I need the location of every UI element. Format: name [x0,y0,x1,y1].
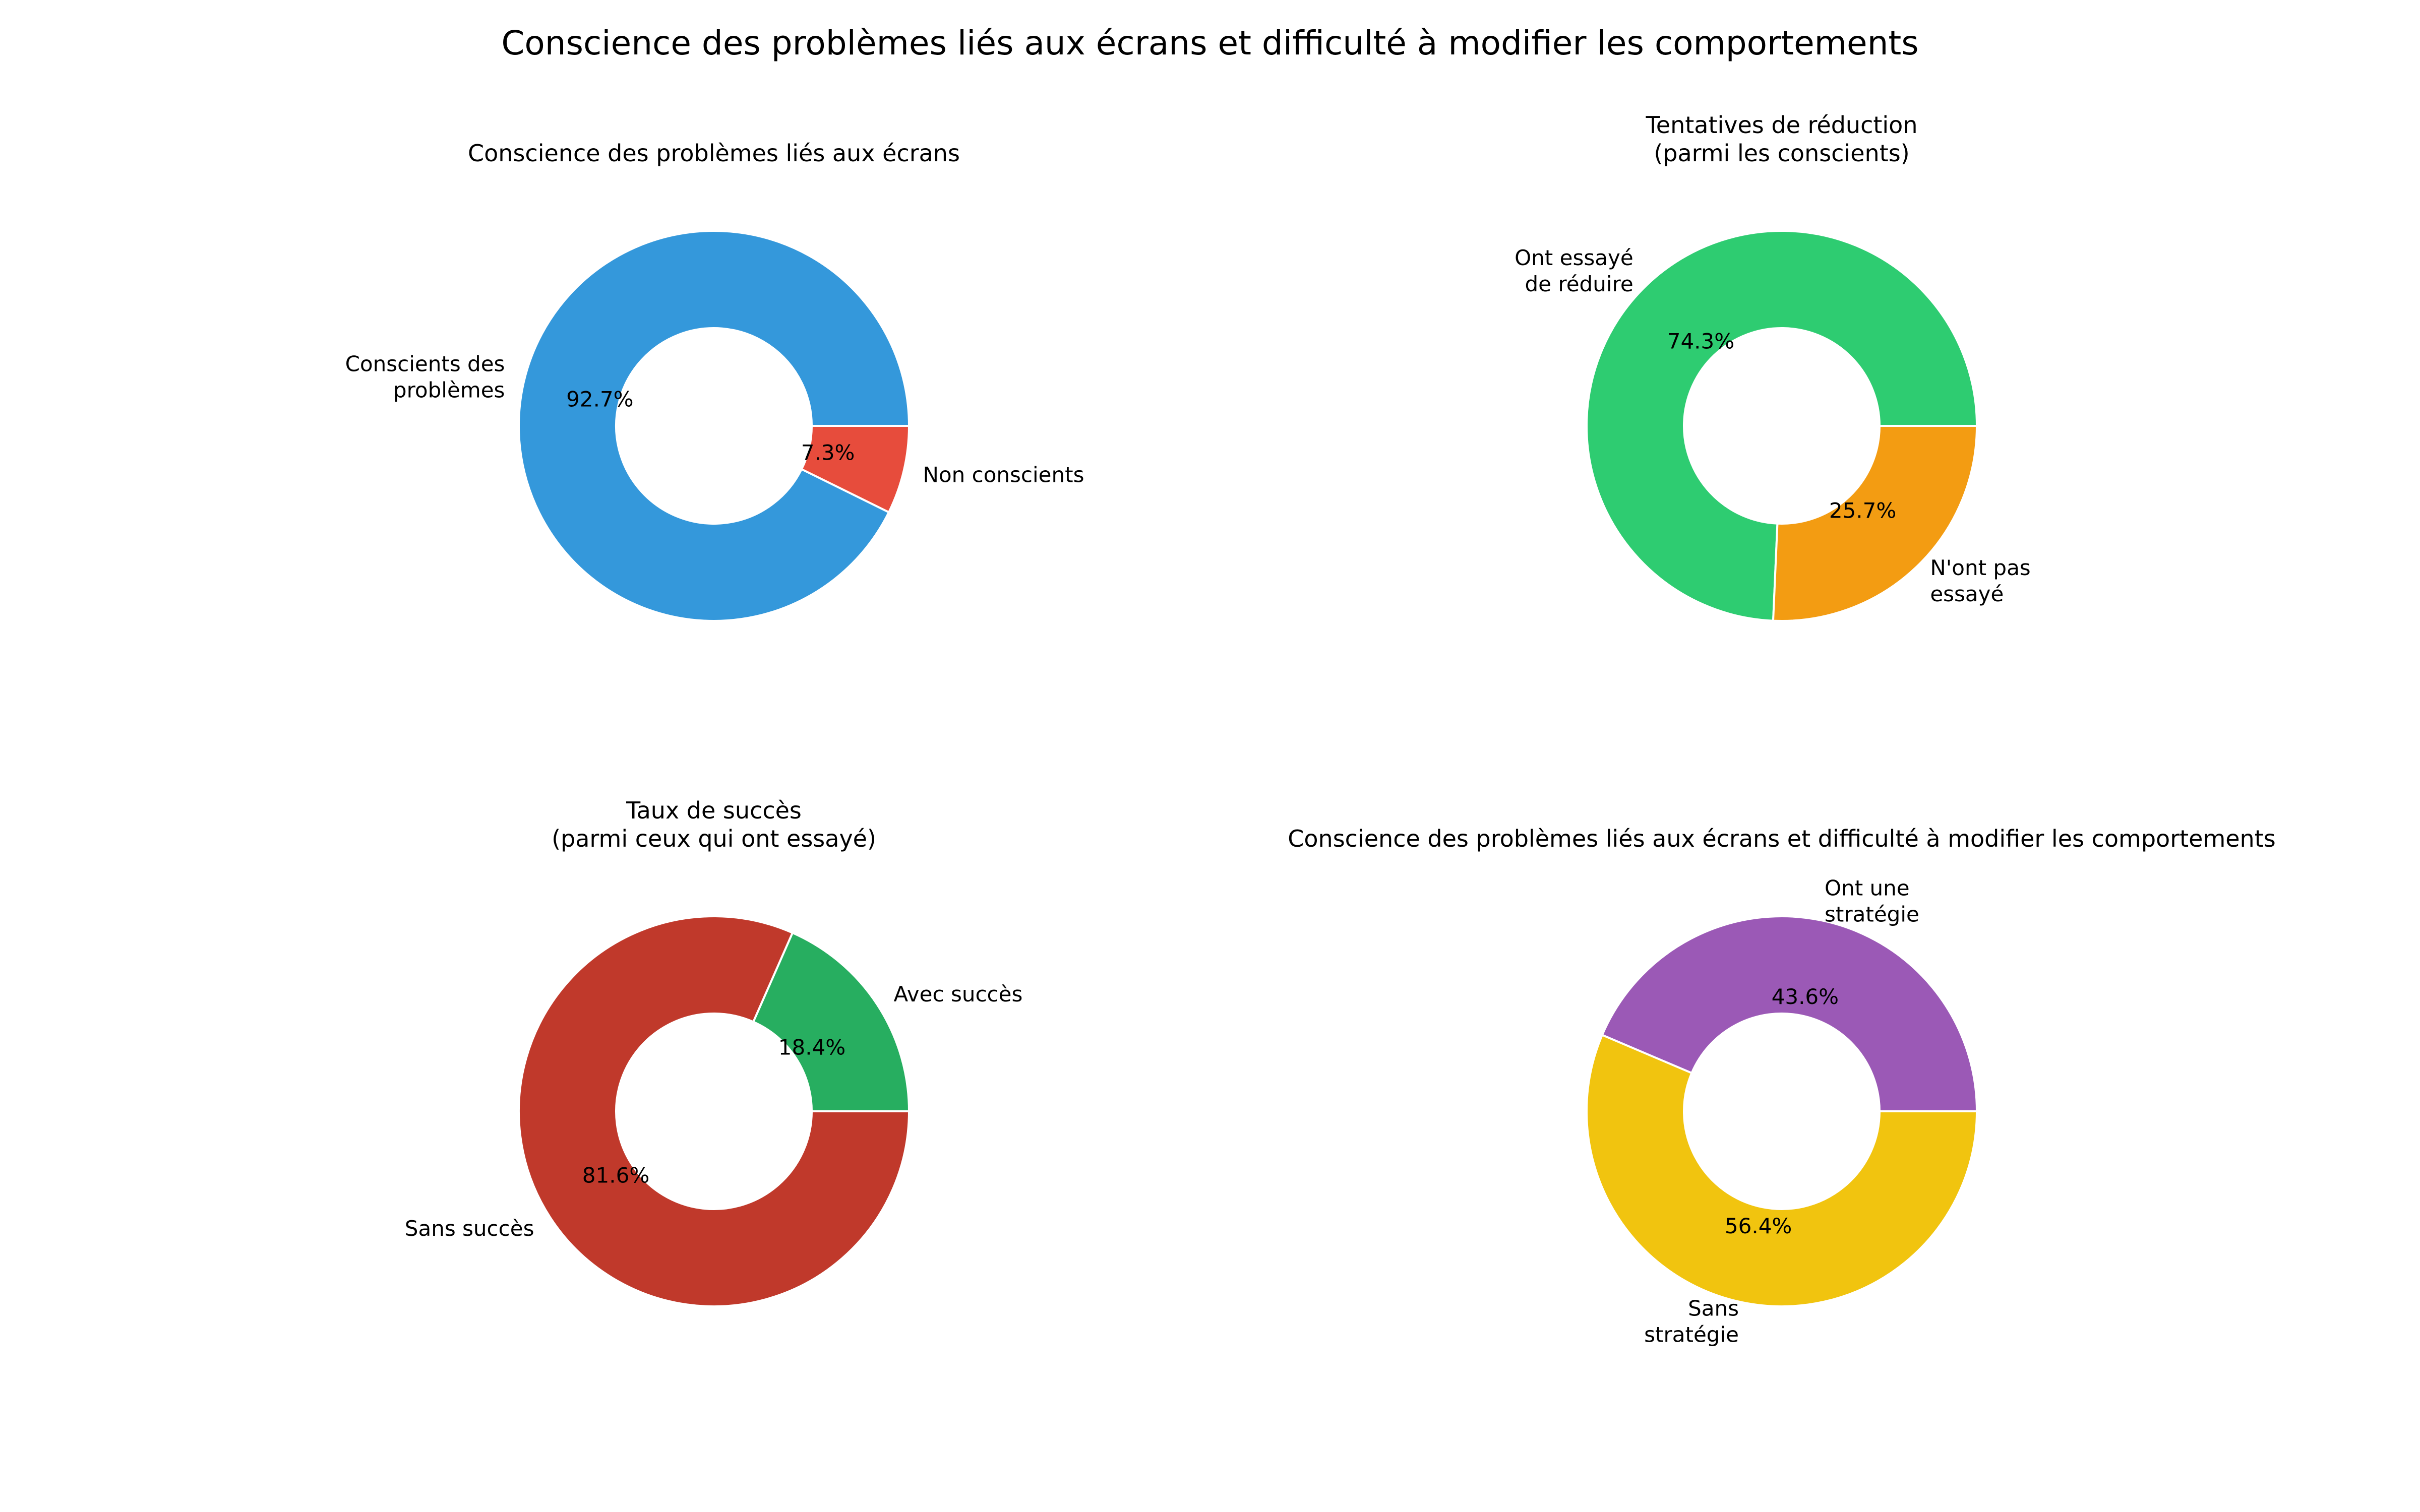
slice-label: Conscients des problèmes [345,352,505,403]
donut-slice [1772,425,1978,622]
donut-chart-2: Tentatives de réduction (parmi les consci… [1515,111,2031,622]
donut-hole [1684,329,1879,523]
slice-label: Sans succès [405,1216,534,1241]
charts-container: Conscience des problèmes liés aux écrans… [345,111,2276,1347]
chart-title: Conscience des problèmes liés aux écrans… [1288,825,2275,852]
donut-hole [617,329,811,523]
chart-title: Taux de succès (parmi ceux qui ont essayé… [552,797,876,852]
chart-title: Tentatives de réduction (parmi les consci… [1646,111,1918,167]
slice-label: N'ont pas essayé [1930,555,2030,606]
donut-slice [752,931,911,1112]
donut-slice [1601,915,1978,1112]
donut-chart-3: Taux de succès (parmi ceux qui ont essayé… [405,797,1023,1307]
donut-hole [1684,1014,1879,1209]
slice-label: Sans stratégie [1644,1296,1739,1347]
slice-percent-label: 43.6% [1772,984,1839,1009]
donut-slice [518,915,911,1307]
slice-percent-label: 25.7% [1829,498,1896,523]
slice-percent-label: 81.6% [582,1163,649,1187]
slice-percent-label: 18.4% [778,1035,845,1060]
donut-slice [1586,230,1978,622]
slice-label: Ont une stratégie [1825,875,1919,926]
figure-suptitle: Conscience des problèmes liés aux écrans… [501,24,1918,62]
slice-percent-label: 92.7% [566,387,633,412]
donut-chart-1: Conscience des problèmes liés aux écrans… [345,140,1084,622]
slice-label: Non conscients [923,462,1084,487]
slice-percent-label: 74.3% [1667,329,1734,354]
chart-title: Conscience des problèmes liés aux écrans [468,140,960,167]
slice-percent-label: 7.3% [801,440,855,465]
slice-label: Ont essayé de réduire [1515,245,1634,296]
donut-slice [1586,1033,1978,1307]
donut-chart-4: Conscience des problèmes liés aux écrans… [1288,825,2275,1347]
slice-label: Avec succès [894,982,1023,1006]
donut-slice [800,425,911,514]
slice-percent-label: 56.4% [1725,1214,1792,1238]
donut-hole [617,1014,811,1209]
donut-slice [518,230,911,622]
